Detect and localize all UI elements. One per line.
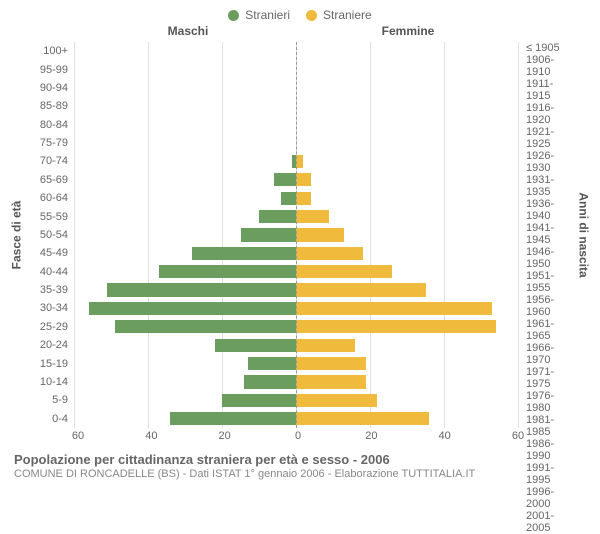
age-label: 75-79 [24,134,74,152]
plot-area [74,42,518,428]
age-label: 50-54 [24,226,74,244]
birth-year-label: 1906-1910 [518,54,576,78]
legend-label-female: Straniere [323,8,372,22]
age-label: 55-59 [24,207,74,225]
birth-year-label: 1951-1955 [518,270,576,294]
bar-male [215,339,296,352]
birth-year-label: 1996-2000 [518,486,576,510]
birth-year-label: 1916-1920 [518,102,576,126]
bar-female [296,173,311,186]
age-label: 90-94 [24,79,74,97]
bar-male [192,247,296,260]
age-label: 45-49 [24,244,74,262]
birth-year-label: 1921-1925 [518,126,576,150]
birth-year-label: ≤ 1905 [518,42,576,54]
bar-male [107,283,296,296]
legend-swatch-female [306,10,317,21]
bar-female [296,339,355,352]
bar-male [159,265,296,278]
chart-subtitle: COMUNE DI RONCADELLE (BS) - Dati ISTAT 1… [14,468,592,480]
x-tick-label: 40 [439,430,451,442]
age-label: 25-29 [24,318,74,336]
y-axis-title-right: Anni di nascita [576,42,592,428]
age-label: 35-39 [24,281,74,299]
bar-male [115,320,296,333]
y-axis-birth-labels: ≤ 19051906-19101911-19151916-19201921-19… [518,42,576,428]
x-tick-label: 0 [295,430,301,442]
age-label: 5-9 [24,391,74,409]
bar-female [296,320,496,333]
birth-year-label: 1976-1980 [518,390,576,414]
age-label: 30-34 [24,299,74,317]
birth-year-label: 1946-1950 [518,246,576,270]
birth-year-label: 1966-1970 [518,342,576,366]
birth-year-label: 1971-1975 [518,366,576,390]
x-tick-label: 60 [512,430,524,442]
bar-female [296,412,429,425]
birth-year-label: 1926-1930 [518,150,576,174]
x-tick-label: 20 [219,430,231,442]
bar-female [296,375,366,388]
bar-female [296,155,303,168]
bar-male [259,210,296,223]
birth-year-label: 1961-1965 [518,318,576,342]
bar-male [89,302,296,315]
age-label: 0-4 [24,410,74,428]
birth-year-label: 1956-1960 [518,294,576,318]
age-label: 60-64 [24,189,74,207]
legend-swatch-male [228,10,239,21]
legend-item-male: Stranieri [228,8,290,22]
x-tick-label: 20 [365,430,377,442]
age-label: 40-44 [24,263,74,281]
bar-female [296,192,311,205]
y-axis-title-left: Fasce di età [8,42,24,428]
legend: Stranieri Straniere [8,8,592,22]
age-label: 70-74 [24,152,74,170]
bar-male [281,192,296,205]
birth-year-label: 1991-1995 [518,462,576,486]
bar-female [296,210,329,223]
birth-year-label: 1931-1935 [518,174,576,198]
bar-male [244,375,296,388]
chart-title: Popolazione per cittadinanza straniera p… [14,452,592,467]
bar-female [296,357,366,370]
bar-male [248,357,296,370]
bar-female [296,228,344,241]
bar-male [274,173,296,186]
birth-year-label: 1941-1945 [518,222,576,246]
x-tick-label: 40 [145,430,157,442]
bar-female [296,247,363,260]
bar-female [296,394,377,407]
bar-female [296,302,492,315]
center-line [296,42,297,428]
age-label: 95-99 [24,60,74,78]
column-header-male: Maschi [78,24,298,38]
birth-year-label: 1936-1940 [518,198,576,222]
bar-male [241,228,297,241]
column-headers: Maschi Femmine [8,24,592,38]
age-label: 85-89 [24,97,74,115]
chart-footer: Popolazione per cittadinanza straniera p… [8,452,592,480]
age-label: 10-14 [24,373,74,391]
age-label: 20-24 [24,336,74,354]
y-axis-age-labels: 100+95-9990-9485-8980-8475-7970-7465-696… [24,42,74,428]
legend-label-male: Stranieri [245,8,290,22]
x-axis: 60 40 20 0 20 40 60 [8,430,592,446]
age-label: 100+ [24,42,74,60]
gridline [518,42,519,428]
age-label: 15-19 [24,354,74,372]
legend-item-female: Straniere [306,8,372,22]
bar-female [296,283,426,296]
bar-male [222,394,296,407]
age-label: 65-69 [24,171,74,189]
birth-year-label: 1911-1915 [518,78,576,102]
column-header-female: Femmine [298,24,518,38]
bar-female [296,265,392,278]
population-pyramid-chart: Stranieri Straniere Maschi Femmine Fasce… [0,0,600,500]
birth-year-label: 2001-2005 [518,510,576,534]
bar-male [170,412,296,425]
x-tick-label: 60 [72,430,84,442]
age-label: 80-84 [24,116,74,134]
x-axis-ticks: 6040200204060 [78,430,518,446]
